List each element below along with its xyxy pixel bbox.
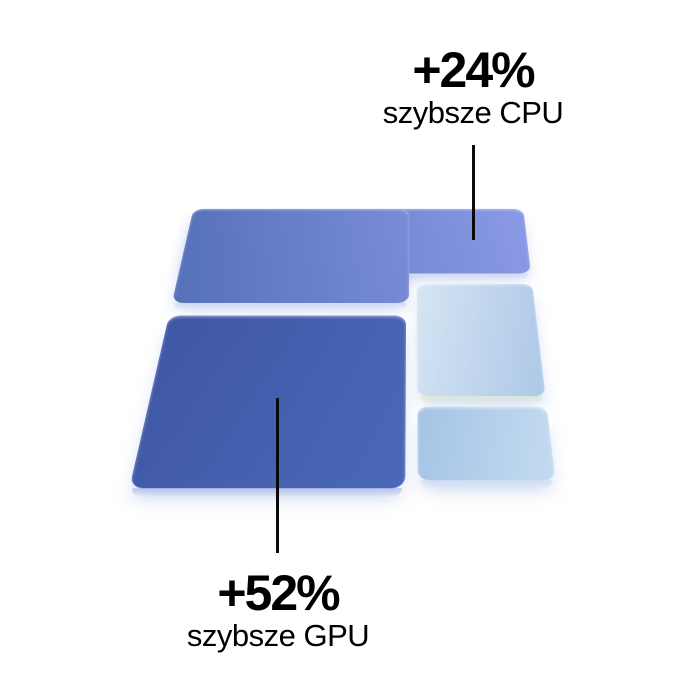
- right-top-tile: [417, 284, 546, 396]
- cpu-stat-value: +24%: [383, 45, 564, 95]
- gpu-stat-label: szybsze GPU: [187, 619, 369, 653]
- cpu-stat-label: szybsze CPU: [383, 96, 564, 130]
- gpu-tile: [129, 316, 406, 489]
- gpu-callout-line: [276, 398, 279, 553]
- chip-illustration: [160, 150, 540, 515]
- right-bottom-tile: [417, 407, 555, 481]
- cpu-callout-line: [472, 145, 475, 240]
- gpu-stat-value: +52%: [187, 568, 369, 618]
- gpu-callout: +52% szybsze GPU: [187, 568, 369, 653]
- cpu-callout: +24% szybsze CPU: [383, 45, 564, 130]
- cpu-tile-left-arm: [172, 209, 409, 303]
- chip-die-plane: [122, 209, 559, 493]
- chip-performance-infographic: +24% szybsze CPU +52% szybsze GPU: [0, 0, 700, 700]
